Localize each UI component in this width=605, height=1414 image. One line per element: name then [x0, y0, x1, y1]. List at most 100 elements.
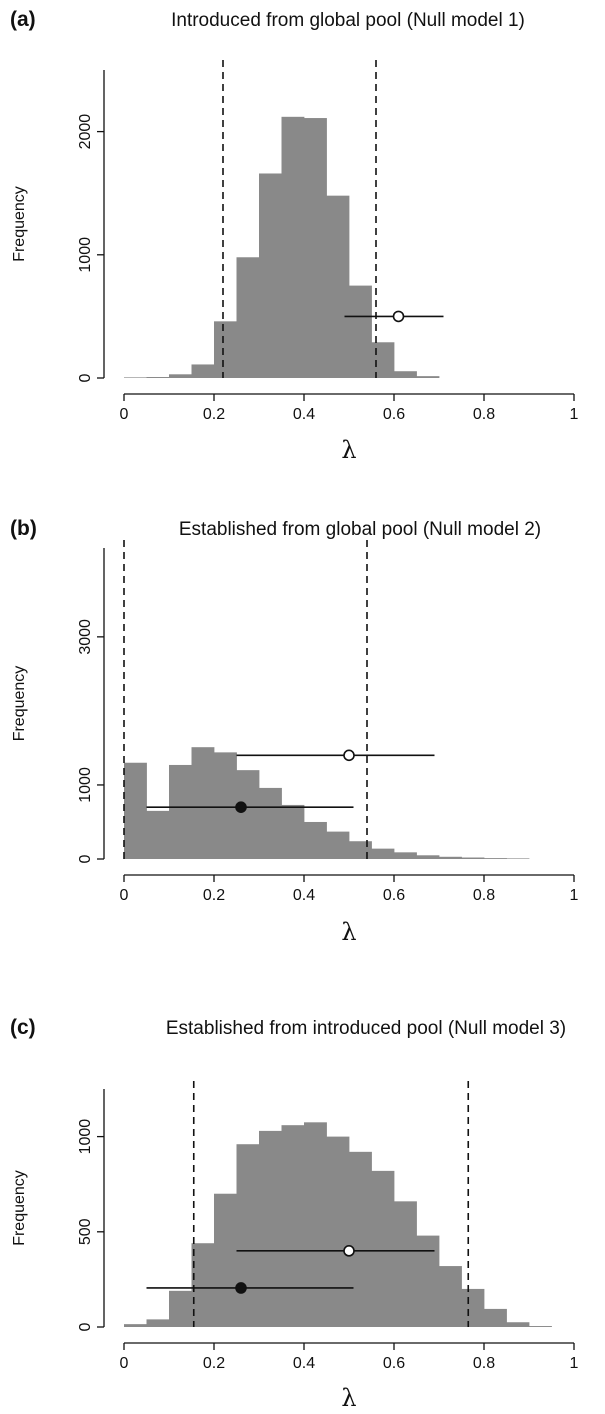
y-tick-label: 3000 [77, 619, 94, 655]
filled-point-marker [235, 801, 247, 813]
histogram-bar [214, 1193, 237, 1327]
histogram-bar [394, 1201, 417, 1327]
histogram-bar [146, 1319, 170, 1327]
histogram-bar [304, 1122, 327, 1327]
x-tick-label: 0.6 [383, 887, 405, 904]
x-tick-label: 0.2 [203, 1355, 225, 1372]
histogram-bar [506, 858, 530, 859]
panel-letter: (b) [10, 517, 37, 540]
histogram-bar [124, 762, 147, 859]
histogram-bar [214, 752, 237, 859]
histogram-bar [236, 770, 260, 859]
estimate-point [236, 1245, 435, 1257]
filled-point-marker [235, 1282, 247, 1294]
estimate-point [344, 310, 444, 323]
histogram-bar [484, 858, 507, 859]
x-tick-label: 0.6 [383, 406, 405, 423]
x-tick-label: 0.4 [293, 1355, 315, 1372]
histogram-bar [349, 285, 372, 378]
x-tick-label: 0.4 [293, 887, 315, 904]
y-axis-label: Frequency [11, 186, 28, 262]
y-tick-label: 0 [77, 373, 94, 382]
histogram-bar [191, 1243, 215, 1327]
x-tick-label: 1 [570, 1355, 579, 1372]
histogram-bars [124, 1122, 552, 1327]
histogram-bar [281, 804, 305, 859]
x-axis-label: λ [341, 1384, 356, 1412]
open-point-marker [343, 1245, 355, 1257]
x-tick-label: 0 [120, 406, 129, 423]
panel-a: (a) Introduced from global pool (Null mod… [10, 8, 579, 464]
estimate-point [146, 1282, 354, 1294]
open-point-marker [343, 749, 355, 762]
panel-letter: (a) [10, 8, 36, 31]
x-axis-label: λ [341, 436, 356, 464]
y-tick-label: 500 [77, 1218, 94, 1245]
histogram-bar [326, 195, 350, 378]
y-tick-label: 0 [77, 1322, 94, 1331]
histogram-bar [484, 1308, 507, 1327]
histogram-bar [349, 841, 372, 859]
y-tick-label: 1000 [77, 237, 94, 273]
x-tick-label: 0.8 [473, 1355, 495, 1372]
panel-c: (c) Established from introduced pool (Nul… [10, 1016, 579, 1412]
histogram-bar [146, 377, 170, 378]
histogram-bar [416, 855, 440, 859]
histogram-bar [146, 810, 170, 859]
x-tick-label: 0.4 [293, 406, 315, 423]
histogram-bar [416, 376, 440, 378]
y-axis-label: Frequency [11, 666, 28, 742]
x-tick-label: 0 [120, 887, 129, 904]
histogram-bar [236, 257, 260, 378]
chart-title: Introduced from global pool (Null model … [171, 10, 525, 31]
histogram-bars [124, 747, 530, 859]
histogram-bar [349, 1151, 372, 1327]
y-tick-label: 1000 [77, 767, 94, 803]
open-point-marker [392, 310, 405, 323]
x-tick-label: 1 [570, 406, 579, 423]
histogram-bar [214, 321, 237, 378]
y-tick-label: 0 [77, 854, 94, 863]
histogram-bars [124, 116, 440, 378]
histogram-bar [394, 852, 417, 859]
histogram-bar [439, 856, 462, 859]
histogram-bar [529, 1326, 552, 1327]
histogram-bar [169, 764, 192, 859]
panel-b: (b) Established from global pool (Null mo… [10, 517, 579, 946]
histogram-bar [506, 1322, 530, 1327]
histogram-bar [281, 116, 305, 378]
histogram-bar [259, 1130, 282, 1327]
histogram-bar [169, 374, 192, 378]
histogram-bar [281, 1125, 305, 1327]
estimate-point [146, 801, 354, 813]
histogram-bar [259, 173, 282, 378]
histogram-bar [169, 1290, 192, 1327]
histogram-bar [304, 821, 327, 859]
histogram-bar [259, 787, 282, 859]
histogram-bar [236, 1144, 260, 1327]
y-tick-label: 2000 [77, 114, 94, 150]
histogram-bar [124, 1324, 147, 1327]
histogram-bar [394, 371, 417, 378]
estimate-point [236, 749, 435, 762]
y-tick-label: 1000 [77, 1119, 94, 1155]
x-tick-label: 0.8 [473, 887, 495, 904]
x-tick-label: 0.6 [383, 1355, 405, 1372]
histogram-bar [191, 747, 215, 859]
histogram-bar [439, 1266, 462, 1327]
x-tick-label: 0.2 [203, 887, 225, 904]
histogram-bar [461, 857, 485, 859]
histogram-bar [371, 1170, 395, 1327]
x-tick-label: 0.2 [203, 406, 225, 423]
histogram-bar [326, 831, 350, 859]
histogram-bar [191, 364, 215, 378]
histogram-bar [326, 1136, 350, 1327]
histogram-bar [371, 342, 395, 378]
x-tick-label: 0.8 [473, 406, 495, 423]
chart-title: Established from global pool (Null model… [179, 519, 541, 540]
y-axis-label: Frequency [11, 1170, 28, 1246]
histogram-bar [416, 1235, 440, 1327]
histogram-bar [461, 1288, 485, 1327]
chart-title: Established from introduced pool (Null m… [166, 1018, 566, 1039]
